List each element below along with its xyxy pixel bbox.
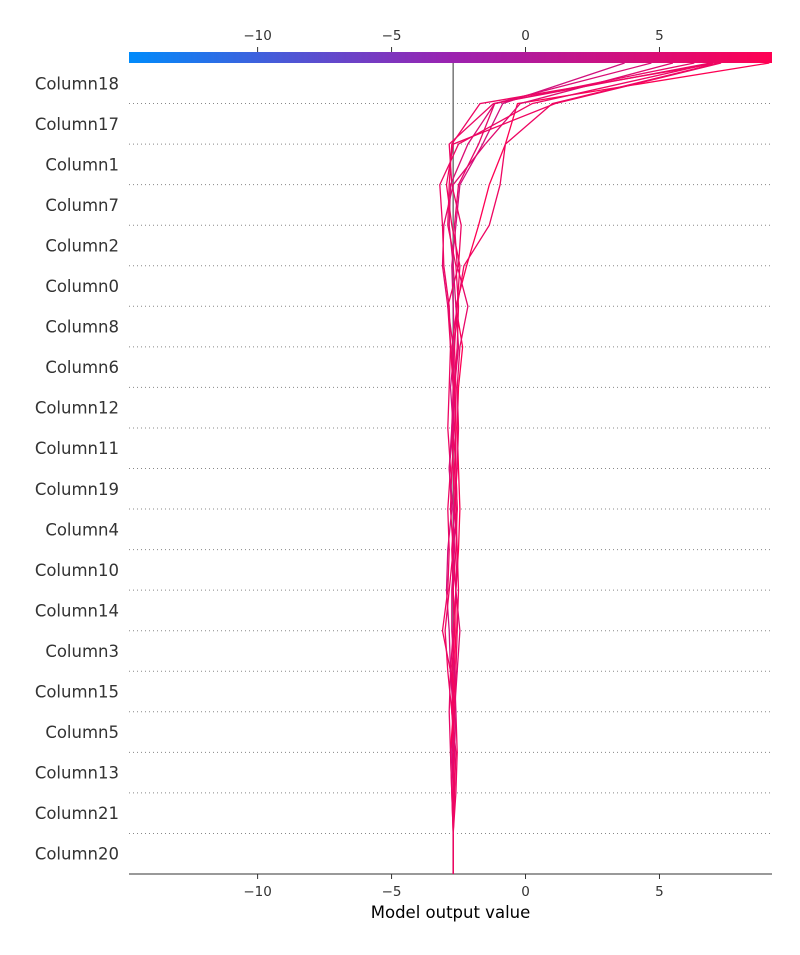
- feature-label: Column7: [45, 196, 119, 215]
- feature-label: Column4: [45, 520, 119, 539]
- feature-label: Column6: [45, 358, 119, 377]
- decision-line: [448, 62, 652, 874]
- colorbar-tick-label: −5: [382, 28, 402, 44]
- x-tick-label: 0: [521, 884, 530, 900]
- feature-label: Column2: [45, 236, 119, 255]
- feature-label: Column18: [35, 74, 119, 93]
- x-axis-title: Model output value: [371, 903, 531, 922]
- x-tick-label: 5: [655, 884, 664, 900]
- colorbar-tick-label: 0: [521, 28, 530, 44]
- feature-label: Column12: [35, 399, 119, 418]
- feature-label: Column20: [35, 845, 119, 864]
- colorbar-tick-label: −10: [243, 28, 272, 44]
- decision-line: [449, 62, 770, 874]
- decision-line: [439, 62, 714, 874]
- feature-labels: Column20 Column21 Column13 Column5 Column15 C…: [35, 74, 119, 863]
- feature-label: Column10: [35, 561, 119, 580]
- feature-label: Column1: [45, 155, 119, 174]
- feature-label: Column17: [35, 115, 119, 134]
- decision-line: [447, 62, 719, 874]
- feature-label: Column11: [35, 439, 119, 458]
- colorbar: [129, 52, 772, 63]
- decision-lines: [439, 62, 770, 874]
- x-tick-label: −10: [243, 884, 272, 900]
- feature-label: Column19: [35, 480, 119, 499]
- x-tick-label: −5: [382, 884, 402, 900]
- feature-label: Column3: [45, 642, 119, 661]
- feature-label: Column0: [45, 277, 119, 296]
- colorbar-tick-label: 5: [655, 28, 664, 44]
- feature-label: Column15: [35, 683, 119, 702]
- decision-line: [445, 62, 722, 874]
- feature-label: Column21: [35, 804, 119, 823]
- feature-label: Column14: [35, 601, 119, 620]
- decision-line: [448, 62, 695, 874]
- feature-label: Column13: [35, 764, 119, 783]
- axis-layer: −10 −10 −5 −5 0 0 5 5: [129, 28, 772, 900]
- decision-line: [447, 62, 711, 874]
- feature-label: Column5: [45, 723, 119, 742]
- feature-label: Column8: [45, 318, 119, 337]
